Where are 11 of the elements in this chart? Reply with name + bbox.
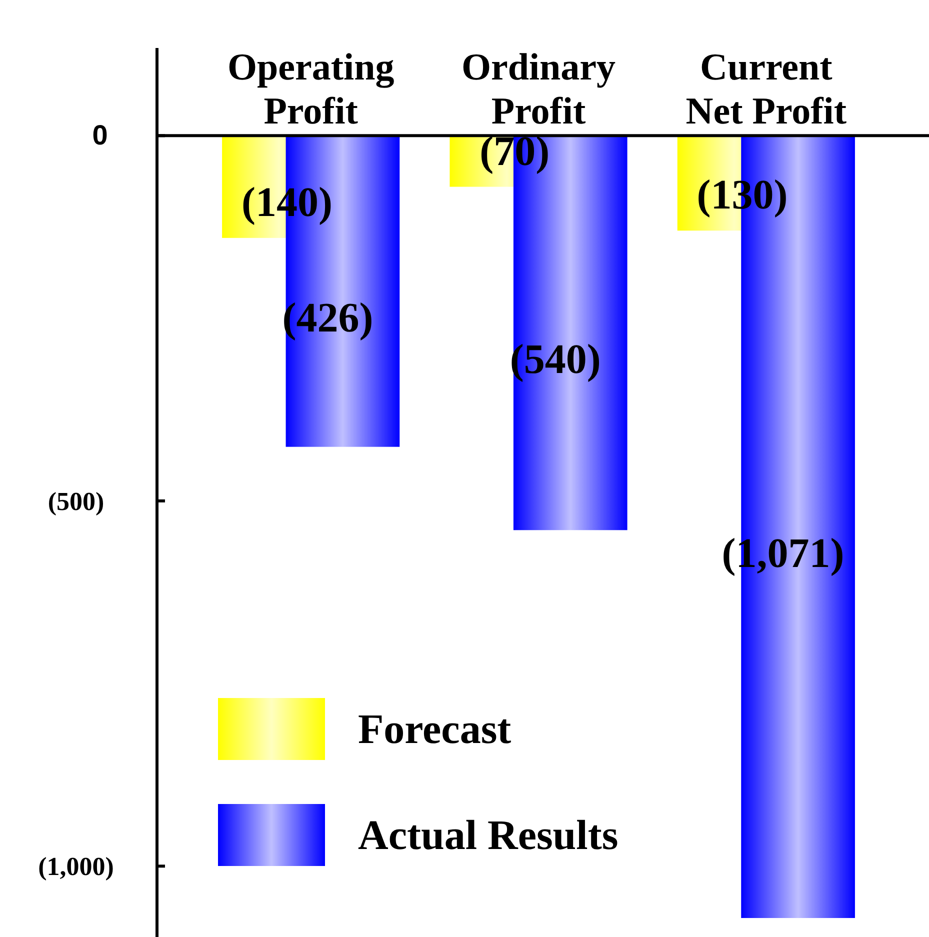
x-tick-label: Ordinary Profit [461, 46, 616, 133]
y-tick-label: (500) [48, 486, 104, 516]
data-label: (540) [510, 336, 601, 383]
x-tick-label: Operating Profit [227, 46, 394, 133]
legend-label: Forecast [358, 707, 512, 753]
y-tick-label: (1,000) [38, 852, 114, 882]
data-label: (1,071) [722, 530, 844, 577]
x-tick-label: Current Net Profit [686, 46, 847, 133]
y-tick-label: 0 [92, 120, 108, 151]
data-label: (426) [282, 295, 374, 342]
legend-label: Actual Results [358, 813, 618, 859]
